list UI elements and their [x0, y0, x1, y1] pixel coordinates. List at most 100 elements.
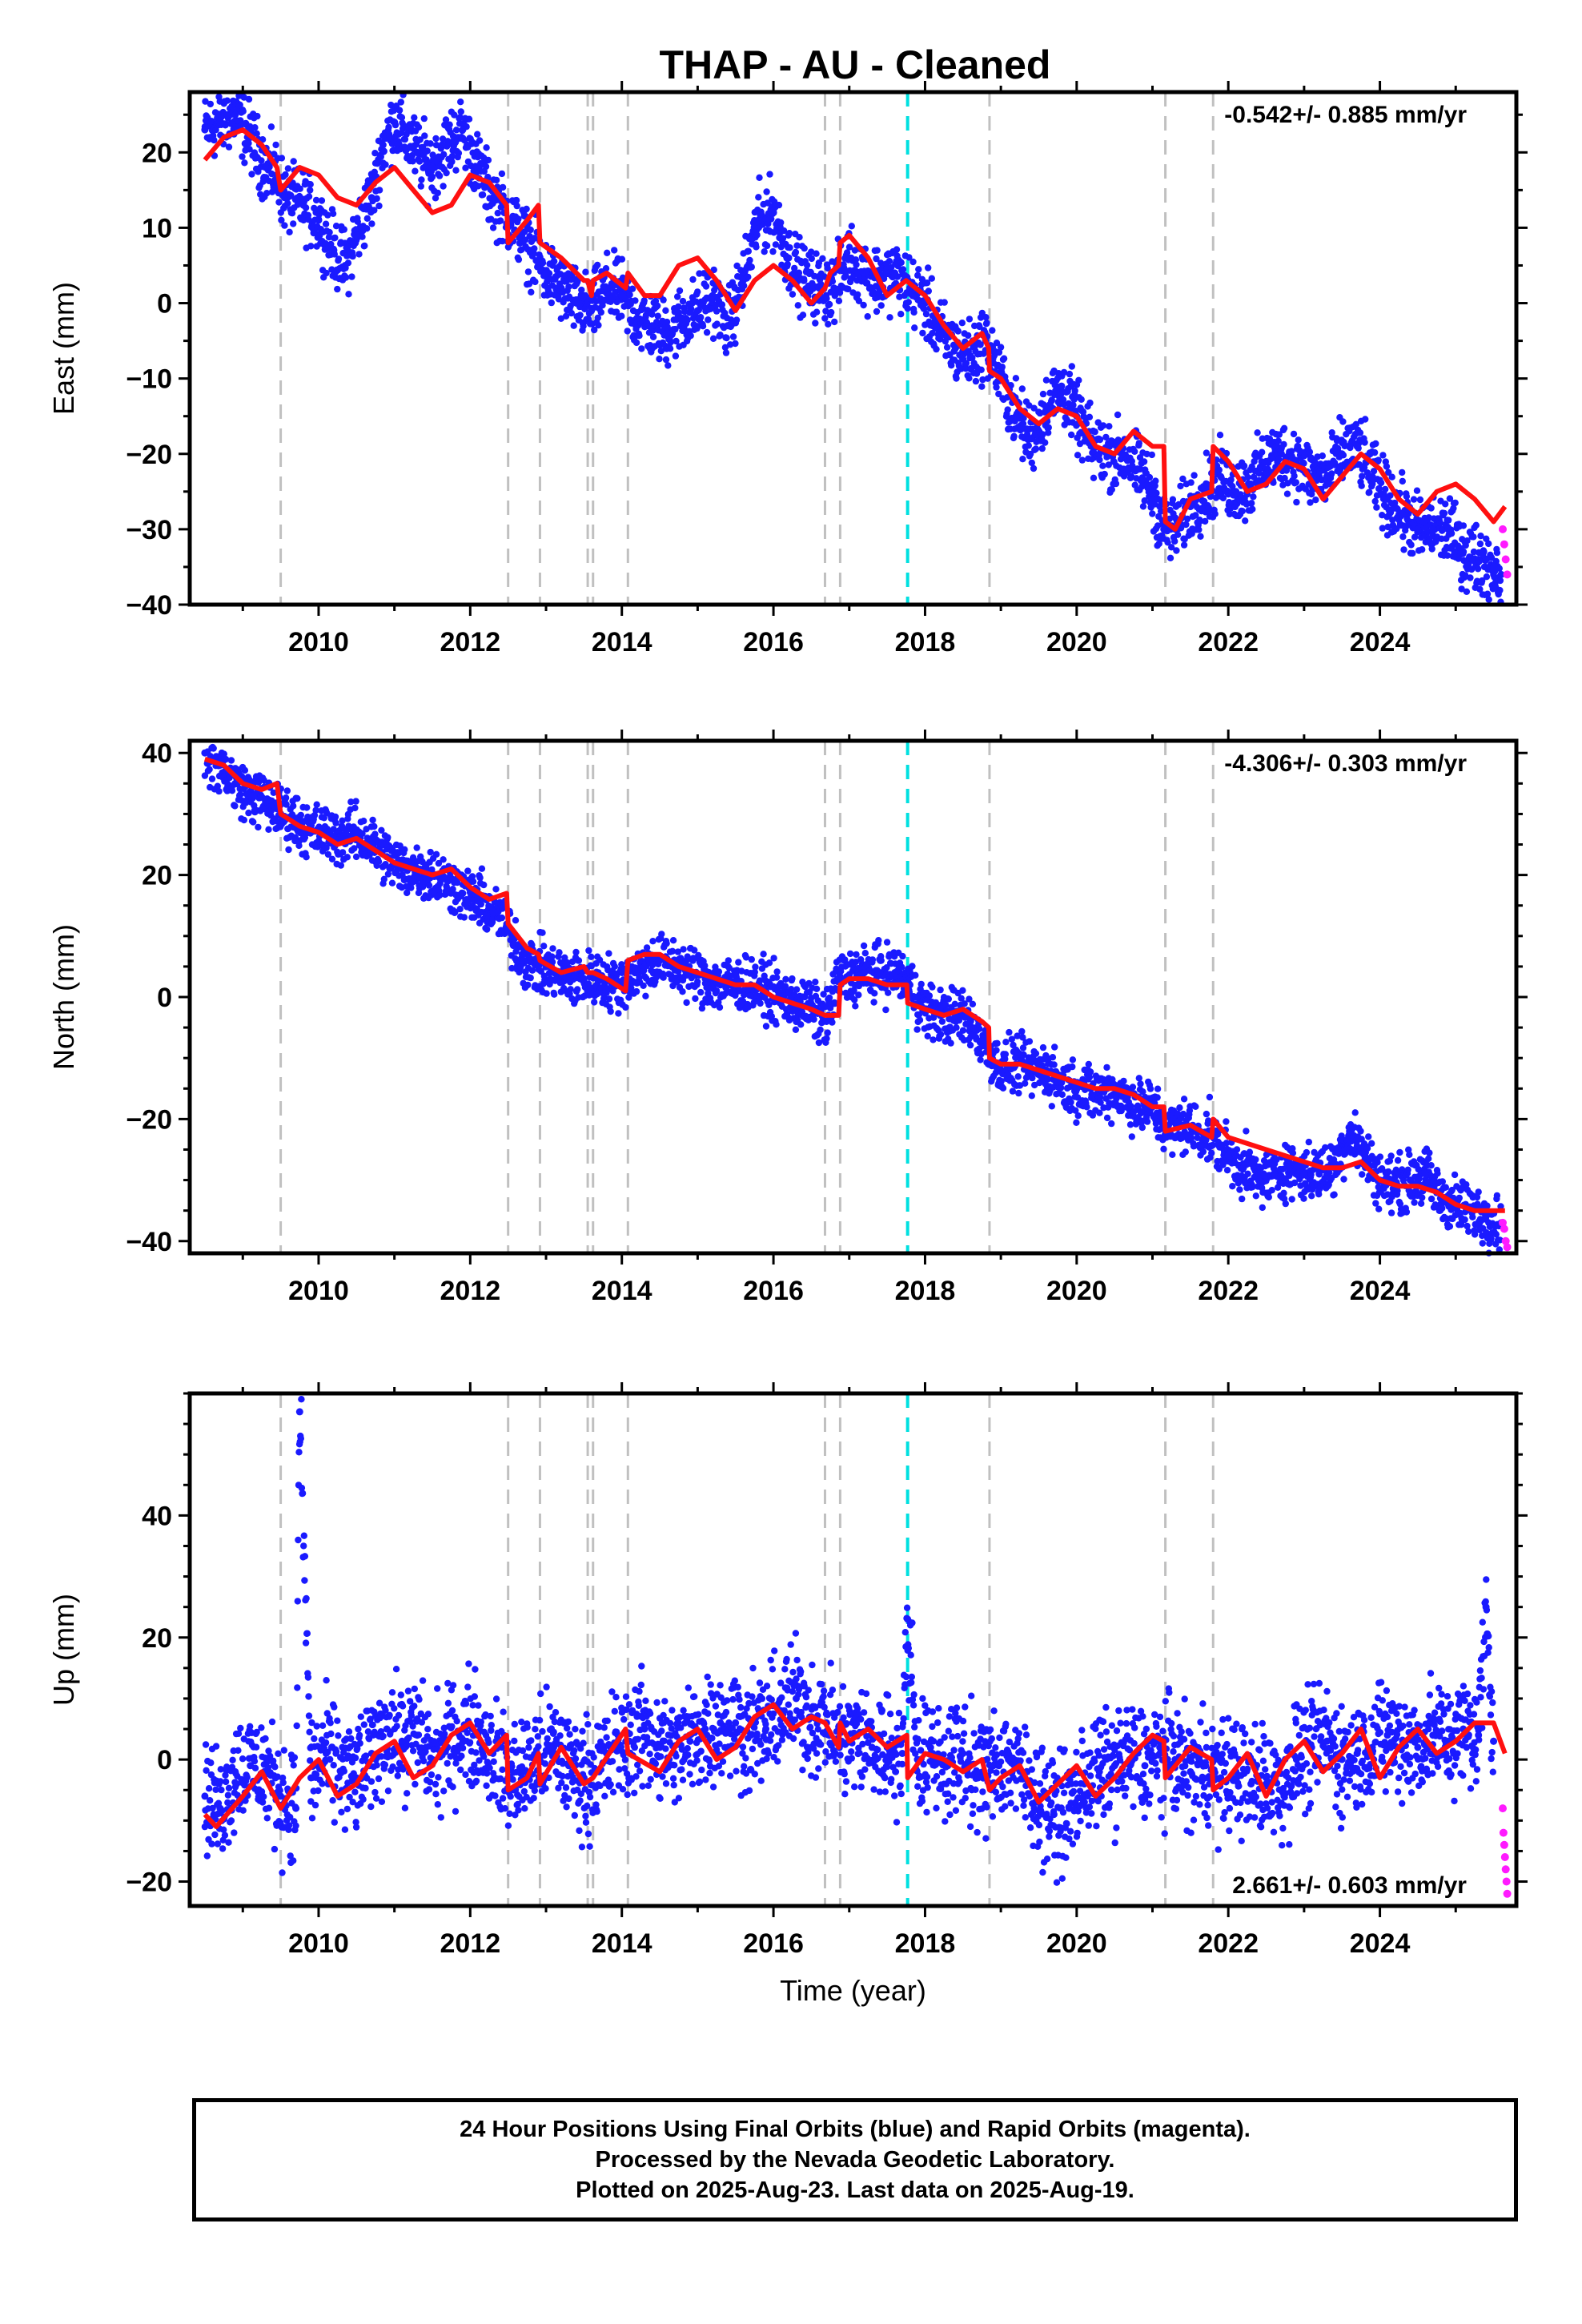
- data-point: [373, 195, 380, 203]
- data-point: [360, 817, 367, 825]
- y-tick-label: −30: [126, 515, 172, 545]
- data-point: [432, 195, 440, 202]
- data-point: [478, 865, 486, 872]
- data-point: [241, 159, 248, 167]
- data-point: [913, 1026, 921, 1033]
- data-point: [1319, 452, 1327, 460]
- data-point: [782, 975, 789, 983]
- data-point: [1069, 1063, 1076, 1071]
- data-point: [1371, 497, 1379, 505]
- data-point: [739, 276, 747, 284]
- data-point: [1496, 577, 1504, 585]
- data-point: [1242, 517, 1249, 525]
- data-point: [377, 153, 384, 160]
- data-point: [384, 834, 391, 841]
- data-point: [1366, 489, 1373, 496]
- data-point: [1051, 1043, 1058, 1051]
- data-point: [855, 991, 862, 999]
- data-point: [355, 251, 363, 258]
- data-point: [632, 987, 640, 995]
- data-point: [905, 254, 913, 261]
- data-point: [1134, 465, 1142, 473]
- data-point: [549, 945, 556, 952]
- data-point: [1460, 522, 1468, 529]
- data-point: [885, 989, 892, 996]
- data-point: [432, 135, 440, 143]
- data-point: [1149, 510, 1156, 517]
- data-point: [255, 823, 262, 831]
- data-point: [845, 243, 853, 251]
- data-point: [1192, 512, 1199, 519]
- data-point: [334, 285, 341, 293]
- data-point: [702, 283, 710, 290]
- data-point: [484, 926, 491, 933]
- data-point: [852, 256, 860, 263]
- data-point: [609, 283, 616, 290]
- data-point: [1039, 1043, 1047, 1051]
- data-point: [792, 1026, 800, 1034]
- data-point: [391, 119, 399, 127]
- data-point: [983, 320, 990, 327]
- data-point: [474, 131, 481, 138]
- data-point: [272, 141, 279, 149]
- data-point: [498, 170, 506, 178]
- data-point: [897, 259, 905, 267]
- data-point: [1090, 474, 1098, 481]
- data-point: [1312, 497, 1319, 504]
- data-point: [662, 356, 670, 364]
- y-tick-label: −20: [126, 440, 172, 470]
- data-point: [1382, 485, 1389, 493]
- data-point: [1166, 515, 1174, 523]
- data-point: [933, 345, 940, 353]
- data-point: [521, 236, 529, 243]
- data-point: [562, 312, 570, 320]
- data-point: [465, 115, 473, 123]
- data-point: [1463, 588, 1471, 595]
- data-point: [582, 268, 589, 275]
- data-point: [1019, 420, 1027, 428]
- data-point: [1206, 508, 1213, 515]
- data-point: [1410, 496, 1418, 503]
- data-point: [1280, 440, 1287, 448]
- data-point: [943, 344, 951, 351]
- data-point: [1493, 549, 1501, 557]
- data-point: [1058, 382, 1066, 390]
- chart-title: THAP - AU - Cleaned: [660, 42, 1051, 87]
- data-point: [689, 275, 697, 283]
- data-point: [1143, 450, 1150, 458]
- data-point: [741, 282, 748, 289]
- data-point: [1086, 413, 1094, 420]
- data-point: [524, 268, 532, 275]
- data-point: [591, 326, 598, 334]
- panel-east: 2010 2012 2014 2016 2018 2020 2022 202420100−10…: [47, 81, 1528, 657]
- data-point: [715, 968, 723, 975]
- data-point: [726, 341, 734, 348]
- data-point: [318, 197, 326, 204]
- data-point: [1068, 431, 1075, 439]
- x-tick-label: 2010: [288, 627, 349, 657]
- data-point: [1211, 510, 1219, 517]
- data-point: [513, 202, 520, 210]
- data-point: [998, 364, 1006, 371]
- data-point: [1452, 499, 1459, 507]
- data-point: [354, 218, 361, 225]
- data-point: [1255, 470, 1263, 477]
- data-point: [352, 853, 360, 861]
- data-point: [905, 299, 913, 306]
- data-point: [1002, 1039, 1010, 1046]
- data-point: [799, 312, 807, 319]
- data-point: [769, 247, 777, 255]
- rapid-point: [1500, 540, 1508, 549]
- data-point: [1086, 399, 1094, 407]
- data-point: [1049, 1054, 1057, 1061]
- data-point: [936, 329, 944, 337]
- data-point: [1169, 496, 1177, 503]
- data-point: [717, 332, 724, 339]
- data-point: [1358, 482, 1365, 489]
- data-point: [227, 757, 235, 764]
- data-point: [745, 273, 752, 281]
- data-point: [993, 340, 1001, 347]
- data-point: [1372, 440, 1379, 448]
- data-point: [875, 937, 882, 944]
- data-point: [649, 938, 656, 945]
